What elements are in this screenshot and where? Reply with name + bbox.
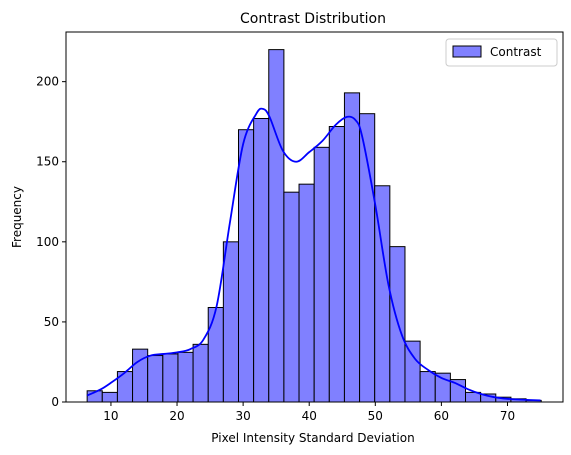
y-tick-label: 100 (36, 235, 59, 249)
y-tick-label: 150 (36, 155, 59, 169)
y-tick-label: 200 (36, 75, 59, 89)
x-tick-label: 30 (235, 409, 250, 423)
y-tick-label: 50 (44, 315, 59, 329)
y-tick-label: 0 (51, 395, 59, 409)
histogram-bar (299, 184, 314, 402)
x-tick-label: 20 (169, 409, 184, 423)
x-tick-label: 70 (500, 409, 515, 423)
x-tick-label: 10 (103, 409, 118, 423)
y-axis-ticks: 0 50 100 150 200 (36, 75, 66, 409)
histogram-bar (405, 341, 420, 402)
histogram-bar (284, 192, 299, 402)
histogram-bar (314, 147, 329, 402)
histogram-bar (102, 392, 117, 402)
histogram-bar (193, 344, 208, 402)
histogram-bar (435, 373, 450, 402)
histogram-bar (178, 352, 193, 402)
legend-swatch (453, 46, 481, 57)
histogram-bar (163, 354, 178, 402)
histogram-bar (238, 130, 253, 402)
x-axis-ticks: 10 20 30 40 50 60 70 (103, 402, 515, 423)
x-tick-label: 50 (368, 409, 383, 423)
histogram-bar (254, 118, 269, 402)
legend-label: Contrast (490, 45, 542, 59)
histogram-bar (208, 307, 223, 402)
histogram-bar (223, 242, 238, 402)
x-axis-label: Pixel Intensity Standard Deviation (211, 431, 414, 445)
histogram-bar (269, 50, 284, 402)
histogram-bar (329, 127, 344, 402)
legend: Contrast (446, 39, 557, 66)
histogram-bar (420, 372, 435, 402)
y-axis-label: Frequency (10, 186, 24, 248)
x-tick-label: 60 (434, 409, 449, 423)
chart-title: Contrast Distribution (240, 11, 386, 27)
histogram-bar (148, 356, 163, 402)
x-tick-label: 40 (302, 409, 317, 423)
histogram-bar (344, 93, 359, 402)
